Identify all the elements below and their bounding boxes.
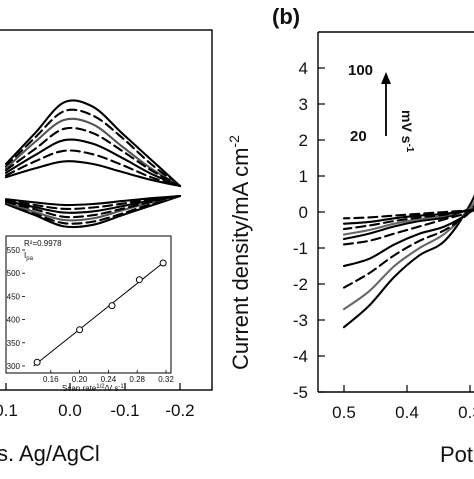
cv-curve-cathodic [342,208,474,246]
panel-a-curves [4,99,182,229]
panel-b-ytick-label: 4 [299,59,308,78]
cv-curve-anodic [4,160,182,188]
scan-rate-high: 100 [348,62,373,79]
inset-data-point [159,259,167,267]
inset-data-point [76,326,84,334]
inset-xtick-label: 0.28 [129,375,145,384]
inset-ytick-label: 450 [7,292,21,301]
inset-data-point [33,358,41,366]
inset-ytick-label: 500 [7,269,21,278]
cv-curve-cathodic [4,194,182,207]
cv-curve-cathodic [342,194,474,329]
inset-ylabel: Ipa [24,251,34,262]
inset-data-point [135,276,143,284]
panel-a-xtick-label: 0.0 [58,401,82,420]
panel-b-ytick-label: 1 [299,167,308,186]
panel-b-xlabel: Poter [440,442,474,467]
panel-b-xtick-label: 0.3 [458,403,474,422]
cv-curve-anodic [4,108,182,188]
inset-data-point [108,302,116,310]
panel-a-xlabel: s. Ag/AgCl [0,441,100,466]
panel-b-xtick-label: 0.5 [332,403,356,422]
panel-b: (b) 4 3 2 1 0 -1 -2 -3 -4 -5 0.5 0.4 0.3 Current de… [226,4,474,467]
panel-b-ytick-label: -1 [293,239,308,258]
panel-a-frame [0,29,213,391]
inset-xtick-label: 0.20 [72,375,88,384]
panel-b-ytick-label: -2 [293,275,308,294]
panel-b-xtick-label: 0.4 [395,403,419,422]
inset-xtick-label: 0.24 [101,375,117,384]
panel-a: 0.1 0.0 -0.1 -0.2 s. Ag/AgCl R²=0.9978 I… [0,29,213,466]
inset-ytick-label: 300 [7,362,21,371]
panel-b-ytick-label: 0 [299,203,308,222]
inset-yticks: 550 500 450 400 350 300 [7,246,25,371]
panel-a-xtick-label: -0.1 [110,401,139,420]
scan-rate-unit: mV s-1 [399,110,415,153]
panel-b-ytick-label: 2 [299,131,308,150]
cv-curve-cathodic [4,194,182,219]
panel-b-ytick-label: 3 [299,95,308,114]
panel-a-xtick-label: -0.2 [165,401,194,420]
inset: R²=0.9978 Ipa 550 500 450 400 350 300 0.16 0.2… [5,235,174,393]
panel-b-ytick-label: -4 [293,347,308,366]
panel-b-xticks: 0.5 0.4 0.3 [332,385,474,422]
scan-rate-arrowhead [381,72,391,84]
inset-ytick-label: 550 [7,246,21,255]
panel-b-ytick-label: -5 [293,383,308,402]
inset-ytick-label: 400 [7,316,21,325]
inset-xtick-label: 0.32 [158,375,174,384]
cv-curve-cathodic [4,194,182,229]
cv-curve-anodic [342,208,474,220]
inset-points [33,259,167,366]
panel-a-xtick-label: 0.1 [0,401,18,420]
cv-curve-anodic [4,99,182,188]
cv-curve-anodic [4,138,182,188]
panel-b-label: (b) [272,4,300,29]
cv-curve-anodic [4,149,182,188]
panel-b-yticks: 4 3 2 1 0 -1 -2 -3 -4 -5 [293,59,325,402]
inset-frame [5,235,172,374]
inset-xtick-label: 0.16 [43,375,59,384]
cv-curve-anodic [4,117,182,188]
inset-ytick-label: 350 [7,339,21,348]
panel-b-ytick-label: -3 [293,311,308,330]
inset-r-squared: R²=0.9978 [24,239,62,248]
inset-xlabel: Scan rate1/2/V s-1 [62,384,124,393]
inset-xticks: 0.16 0.20 0.24 0.28 0.32 [43,370,174,384]
scan-rate-low: 20 [350,128,367,145]
panel-b-ylabel: Current density/mA cm-2 [226,135,253,370]
cv-curve-cathodic [4,194,182,214]
cv-curve-anodic [4,126,182,188]
panel-b-curves [342,194,474,329]
scan-rate-annotation: 100 20 mV s-1 [348,62,415,153]
cv-curve-cathodic [4,194,182,225]
